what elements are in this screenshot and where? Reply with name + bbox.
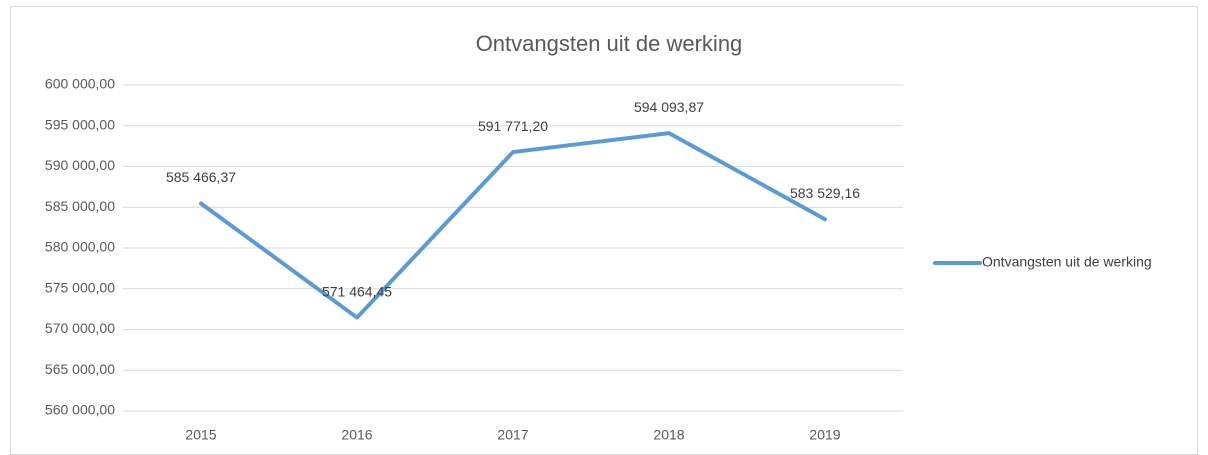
x-tick-label: 2019 — [809, 427, 840, 443]
x-tick-label: 2018 — [653, 427, 684, 443]
y-tick-label: 560 000,00 — [45, 402, 115, 418]
x-tick-label: 2017 — [497, 427, 528, 443]
y-tick-label: 575 000,00 — [45, 279, 115, 295]
y-tick-label: 570 000,00 — [45, 320, 115, 336]
y-tick-label: 580 000,00 — [45, 239, 115, 255]
data-label: 594 093,87 — [634, 99, 704, 115]
chart-frame — [10, 6, 1198, 455]
data-label: 583 529,16 — [790, 185, 860, 201]
y-tick-label: 590 000,00 — [45, 157, 115, 173]
x-tick-label: 2015 — [185, 427, 216, 443]
data-label: 585 466,37 — [166, 169, 236, 185]
chart-title: Ontvangsten uit de werking — [476, 31, 743, 56]
y-tick-label: 585 000,00 — [45, 198, 115, 214]
y-tick-label: 565 000,00 — [45, 361, 115, 377]
y-tick-label: 595 000,00 — [45, 116, 115, 132]
legend-label: Ontvangsten uit de werking — [982, 254, 1152, 270]
x-tick-label: 2016 — [341, 427, 372, 443]
data-label: 571 464,45 — [322, 283, 392, 299]
line-series — [199, 131, 827, 320]
y-tick-label: 600 000,00 — [45, 76, 115, 92]
data-label: 591 771,20 — [478, 118, 548, 134]
